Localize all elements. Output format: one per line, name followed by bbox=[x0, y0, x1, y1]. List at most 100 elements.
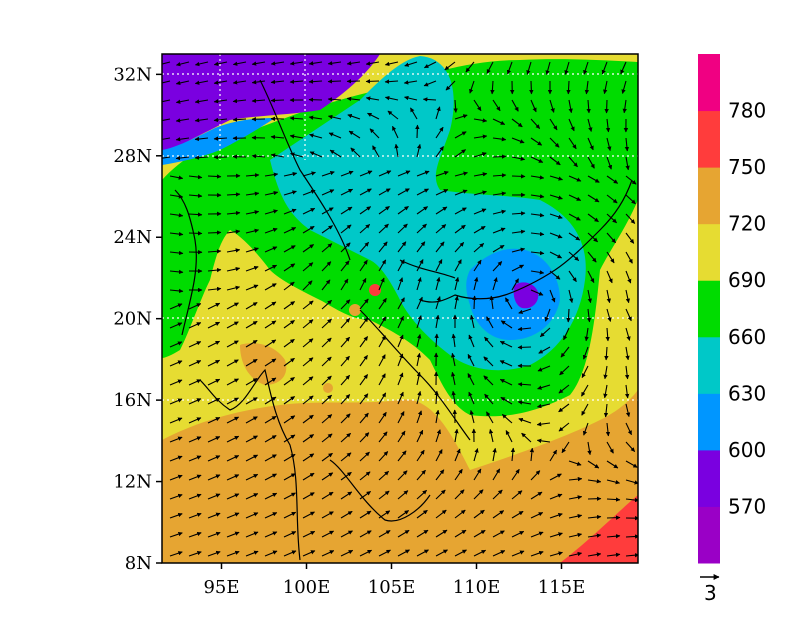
wind-vector bbox=[511, 247, 526, 253]
wind-vector bbox=[321, 394, 332, 405]
wind-vector bbox=[530, 470, 541, 481]
wind-vector bbox=[492, 227, 506, 234]
wind-vector bbox=[283, 511, 297, 519]
wind-vector bbox=[468, 391, 475, 405]
wind-vector bbox=[327, 79, 342, 84]
y-tick-label: 24N bbox=[113, 227, 152, 248]
wind-vector bbox=[270, 134, 285, 140]
wind-vector bbox=[302, 530, 316, 538]
wind-vector bbox=[359, 432, 370, 443]
wind-vector bbox=[415, 124, 420, 139]
wind-vector bbox=[340, 510, 353, 519]
wind-vector bbox=[416, 509, 428, 519]
wind-vector bbox=[264, 415, 277, 424]
wind-vector bbox=[264, 358, 277, 367]
x-tick-label: 105E bbox=[368, 577, 416, 598]
wind-vector bbox=[340, 413, 351, 424]
wind-vector bbox=[169, 512, 183, 519]
wind-vector bbox=[492, 468, 501, 481]
colorbar-label: 690 bbox=[728, 268, 766, 292]
wind-vector bbox=[378, 335, 386, 348]
wind-vector bbox=[416, 449, 425, 462]
wind-vector bbox=[321, 299, 332, 310]
wind-vector bbox=[416, 371, 422, 386]
wind-vector bbox=[435, 241, 445, 253]
wind-vector bbox=[625, 384, 630, 399]
wind-vector bbox=[226, 340, 239, 348]
wind-vector bbox=[587, 441, 592, 456]
wind-vector bbox=[416, 315, 422, 329]
wind-vector bbox=[169, 231, 184, 237]
wind-vector bbox=[226, 229, 241, 234]
wind-vector bbox=[289, 116, 304, 121]
wind-vector bbox=[473, 448, 479, 462]
wind-vector bbox=[625, 289, 631, 304]
wind-vector bbox=[226, 512, 240, 519]
wind-vector bbox=[162, 118, 171, 122]
wind-vector bbox=[488, 428, 494, 443]
wind-vector bbox=[365, 61, 380, 66]
wind-vector bbox=[453, 99, 458, 113]
wind-vector bbox=[188, 417, 202, 424]
wind-vector bbox=[169, 341, 183, 348]
wind-vector bbox=[606, 251, 615, 264]
wind-vector bbox=[359, 490, 371, 500]
wind-vector bbox=[226, 435, 240, 443]
wind-vector bbox=[604, 346, 609, 361]
wind-vector bbox=[359, 336, 369, 348]
wind-vector bbox=[492, 209, 507, 215]
wind-vector bbox=[521, 432, 532, 443]
wind-vector bbox=[245, 550, 259, 557]
wind-vector bbox=[559, 365, 570, 376]
wind-vector bbox=[472, 295, 477, 310]
wind-vector bbox=[492, 99, 501, 112]
wind-vector bbox=[558, 422, 570, 432]
wind-vector bbox=[511, 99, 519, 112]
wind-vector bbox=[538, 346, 551, 354]
wind-vector bbox=[526, 61, 532, 75]
y-tick-label: 32N bbox=[113, 64, 152, 85]
wind-vector bbox=[473, 225, 486, 234]
wind-vector bbox=[606, 175, 619, 184]
wind-vector bbox=[549, 251, 562, 259]
x-tick-label: 115E bbox=[538, 577, 586, 598]
wind-vector bbox=[536, 421, 551, 427]
wind-vector bbox=[625, 232, 635, 244]
wind-vector bbox=[321, 550, 335, 557]
wind-vector bbox=[365, 96, 380, 101]
wind-vector bbox=[517, 382, 532, 387]
wind-vector bbox=[583, 61, 589, 75]
wind-vector bbox=[568, 532, 583, 538]
wind-vector bbox=[226, 397, 239, 405]
wind-vector bbox=[539, 327, 551, 338]
wind-vector bbox=[169, 322, 183, 329]
wind-vector bbox=[568, 289, 574, 304]
wind-vector bbox=[245, 493, 259, 500]
wind-vector bbox=[587, 514, 602, 520]
wind-vector bbox=[416, 170, 430, 177]
wind-vector bbox=[517, 400, 532, 405]
wind-vector bbox=[188, 512, 202, 519]
wind-vector bbox=[321, 243, 333, 253]
wind-vector bbox=[454, 428, 459, 443]
wind-vector bbox=[264, 512, 278, 519]
wind-vector bbox=[359, 259, 368, 272]
wind-vector bbox=[568, 213, 581, 221]
wind-vector bbox=[378, 297, 387, 310]
wind-vector bbox=[175, 99, 190, 104]
wind-vector bbox=[392, 125, 399, 139]
wind-vector bbox=[587, 289, 592, 304]
gridlines bbox=[162, 54, 638, 401]
wind-vector bbox=[435, 429, 441, 443]
wind-vector bbox=[558, 403, 570, 413]
wind-vector bbox=[264, 531, 278, 538]
wind-vector bbox=[625, 346, 630, 361]
wind-vector bbox=[283, 415, 296, 424]
wind-vector bbox=[264, 454, 277, 462]
wind-vector bbox=[175, 155, 190, 161]
wind-vector bbox=[404, 95, 418, 101]
wind-vector bbox=[359, 412, 369, 424]
wind-vector bbox=[169, 398, 183, 405]
height-field bbox=[162, 54, 638, 563]
wind-vector bbox=[621, 80, 627, 94]
